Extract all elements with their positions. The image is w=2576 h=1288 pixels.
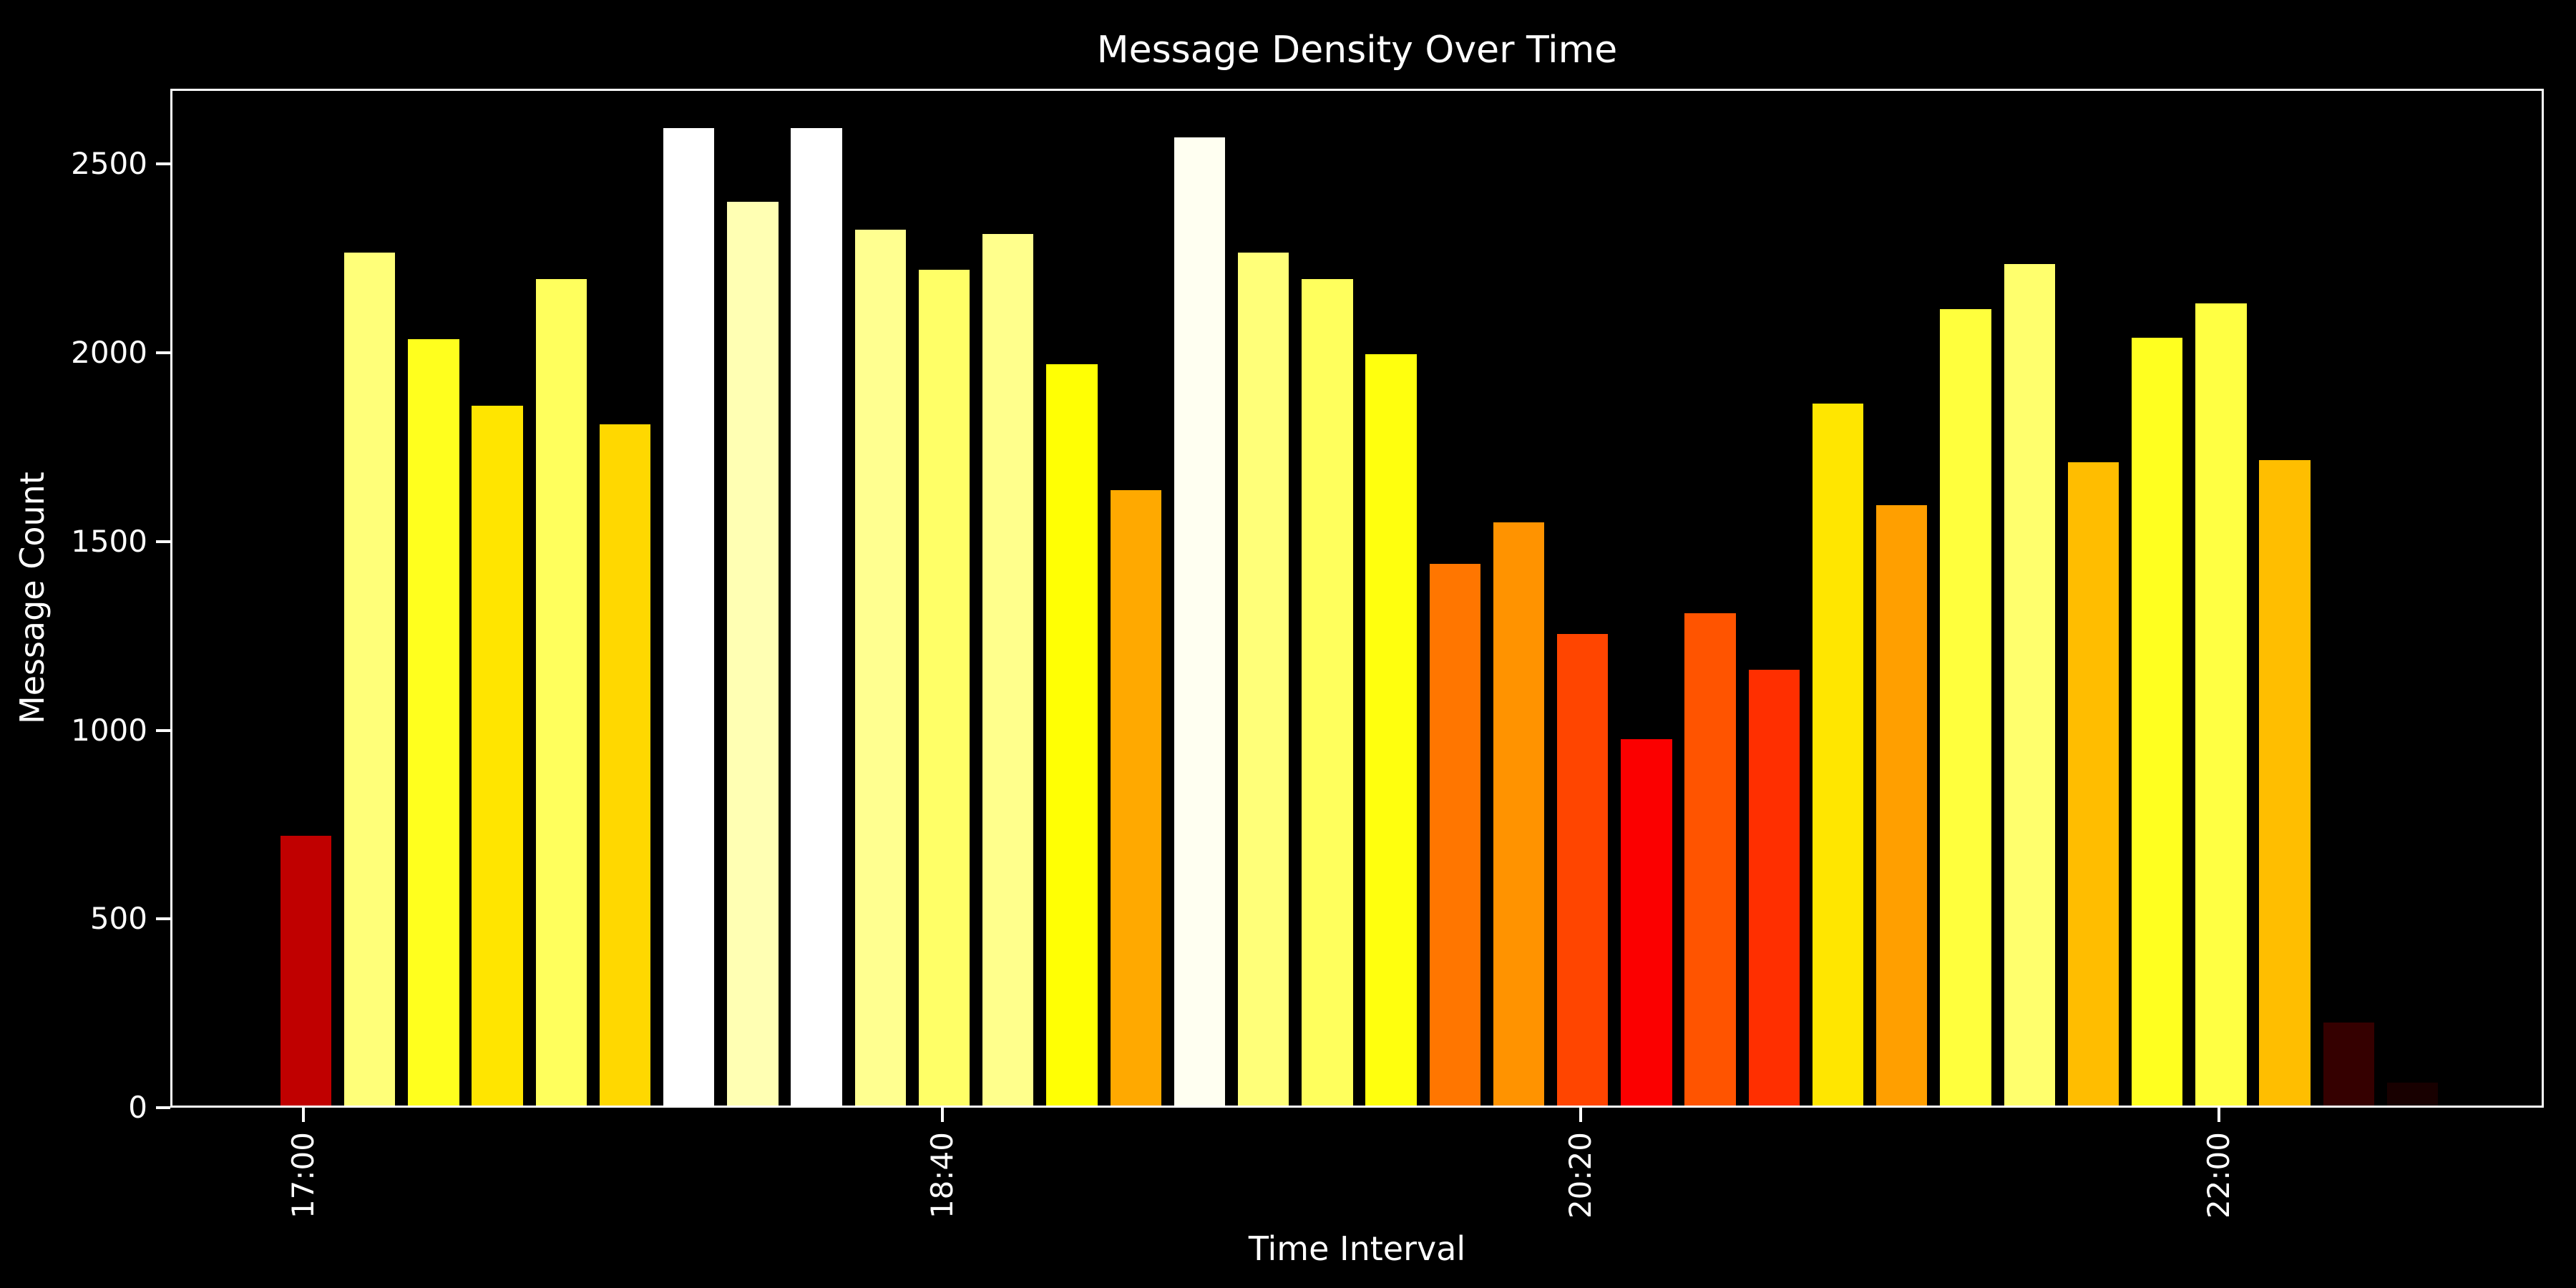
- x-tick-mark-22:00: [2217, 1108, 2220, 1122]
- bar-19:20: [1174, 137, 1226, 1106]
- bar-22:30: [2386, 1083, 2439, 1106]
- bar-21:40: [2067, 462, 2119, 1106]
- bar-22:10: [2259, 460, 2311, 1106]
- y-tick-label-1500: 1500: [71, 523, 147, 559]
- bar-19:50: [1365, 354, 1417, 1106]
- x-tick-label-17:00: 17:00: [286, 1132, 321, 1219]
- bar-18:20: [791, 128, 842, 1106]
- y-tick-mark-1000: [156, 728, 170, 732]
- bar-18:10: [727, 201, 779, 1106]
- bar-19:30: [1237, 253, 1289, 1106]
- bar-17:30: [472, 405, 523, 1106]
- bar-20:20: [1557, 633, 1609, 1106]
- bar-20:00: [1429, 564, 1480, 1106]
- y-tick-mark-2000: [156, 351, 170, 355]
- bar-20:40: [1684, 613, 1736, 1106]
- bar-20:30: [1621, 739, 1672, 1106]
- x-axis-label: Time Interval: [1248, 1229, 1466, 1268]
- bar-20:10: [1493, 522, 1545, 1106]
- bar-22:20: [2323, 1022, 2374, 1106]
- bar-19:10: [1110, 490, 1161, 1106]
- bar-18:30: [854, 230, 907, 1106]
- bar-22:00: [2195, 303, 2247, 1106]
- bar-17:40: [535, 278, 587, 1106]
- bar-21:20: [1940, 309, 1991, 1106]
- bar-17:00: [280, 835, 332, 1106]
- y-tick-label-2500: 2500: [71, 146, 147, 182]
- plot-area: [170, 89, 2544, 1108]
- bar-18:50: [982, 233, 1034, 1106]
- bar-21:30: [2004, 263, 2055, 1106]
- y-tick-mark-2500: [156, 162, 170, 166]
- bar-17:20: [408, 339, 459, 1106]
- bar-21:00: [1812, 404, 1864, 1106]
- bar-21:10: [1876, 505, 1928, 1106]
- bar-19:00: [1046, 364, 1098, 1106]
- bar-21:50: [2131, 337, 2183, 1106]
- y-tick-mark-1500: [156, 540, 170, 543]
- y-tick-label-500: 500: [89, 901, 147, 937]
- chart-title: Message Density Over Time: [1096, 29, 1618, 72]
- y-tick-label-2000: 2000: [71, 335, 147, 371]
- x-tick-label-22:00: 22:00: [2200, 1132, 2236, 1219]
- x-tick-label-18:40: 18:40: [924, 1132, 960, 1219]
- x-tick-mark-18:40: [940, 1108, 944, 1122]
- bar-18:00: [663, 128, 715, 1106]
- x-tick-mark-17:00: [302, 1108, 306, 1122]
- bar-19:40: [1302, 278, 1353, 1106]
- bar-17:10: [343, 253, 396, 1106]
- y-tick-mark-500: [156, 917, 170, 921]
- bar-20:50: [1748, 669, 1800, 1106]
- bar-18:40: [918, 269, 970, 1106]
- y-axis-label: Message Count: [13, 472, 52, 725]
- x-tick-label-20:20: 20:20: [1562, 1132, 1598, 1219]
- x-tick-mark-20:20: [1579, 1108, 1582, 1122]
- y-tick-mark-0: [156, 1106, 170, 1109]
- bar-17:50: [599, 424, 651, 1106]
- y-tick-label-1000: 1000: [71, 712, 147, 748]
- y-tick-label-0: 0: [128, 1090, 147, 1125]
